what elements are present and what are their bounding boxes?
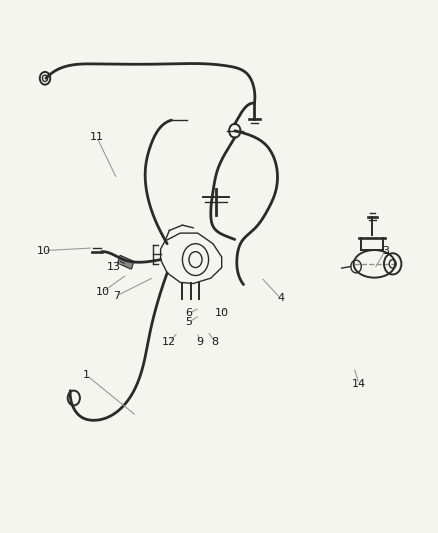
- Text: 6: 6: [185, 308, 192, 318]
- Text: 10: 10: [95, 287, 110, 297]
- Text: 11: 11: [89, 132, 103, 142]
- Text: 10: 10: [37, 246, 51, 256]
- Text: 10: 10: [214, 308, 228, 318]
- Text: 14: 14: [351, 379, 365, 389]
- Text: 12: 12: [162, 337, 176, 347]
- FancyBboxPatch shape: [117, 255, 133, 269]
- Text: 13: 13: [107, 262, 120, 271]
- Text: 8: 8: [211, 337, 218, 347]
- Text: 3: 3: [381, 246, 388, 256]
- Text: 1: 1: [83, 370, 90, 380]
- Text: 4: 4: [276, 293, 283, 303]
- Text: 7: 7: [113, 290, 120, 301]
- Text: 5: 5: [185, 317, 192, 327]
- Text: 9: 9: [196, 337, 203, 347]
